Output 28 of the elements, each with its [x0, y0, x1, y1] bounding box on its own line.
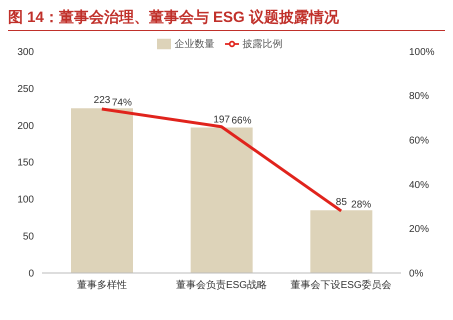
chart-title: 图 14：董事会治理、董事会与 ESG 议题披露情况 — [8, 8, 445, 31]
x-tick-label: 董事会下设ESG委员会 — [290, 279, 392, 292]
data-label: 223 — [94, 95, 111, 106]
y2-tick-label: 0% — [409, 268, 424, 280]
data-label: 74% — [112, 98, 132, 109]
y2-tick-label: 20% — [409, 224, 430, 236]
data-label: 85 — [336, 197, 348, 208]
bar — [190, 127, 253, 273]
data-label: 66% — [232, 115, 252, 126]
y-tick-label: 50 — [22, 232, 34, 243]
x-tick-label: 董事多样性 — [76, 279, 127, 292]
y2-tick-label: 100% — [409, 46, 435, 58]
data-label: 28% — [351, 199, 372, 210]
y-tick-label: 100 — [17, 194, 34, 206]
y-tick-label: 300 — [17, 46, 34, 58]
y-tick-label: 250 — [17, 84, 34, 95]
bar — [310, 210, 372, 273]
legend-label: 企业数量 — [174, 39, 214, 50]
y2-tick-label: 80% — [409, 91, 430, 102]
data-label: 197 — [213, 114, 230, 126]
bar — [71, 108, 133, 273]
y-tick-label: 150 — [17, 158, 34, 169]
legend-label: 披露比例 — [242, 39, 282, 50]
y-tick-label: 200 — [17, 120, 34, 132]
y-tick-label: 0 — [28, 268, 34, 280]
y2-tick-label: 40% — [409, 180, 430, 191]
y2-tick-label: 60% — [409, 136, 430, 147]
x-tick-label: 董事会负责ESG战略 — [176, 279, 268, 292]
